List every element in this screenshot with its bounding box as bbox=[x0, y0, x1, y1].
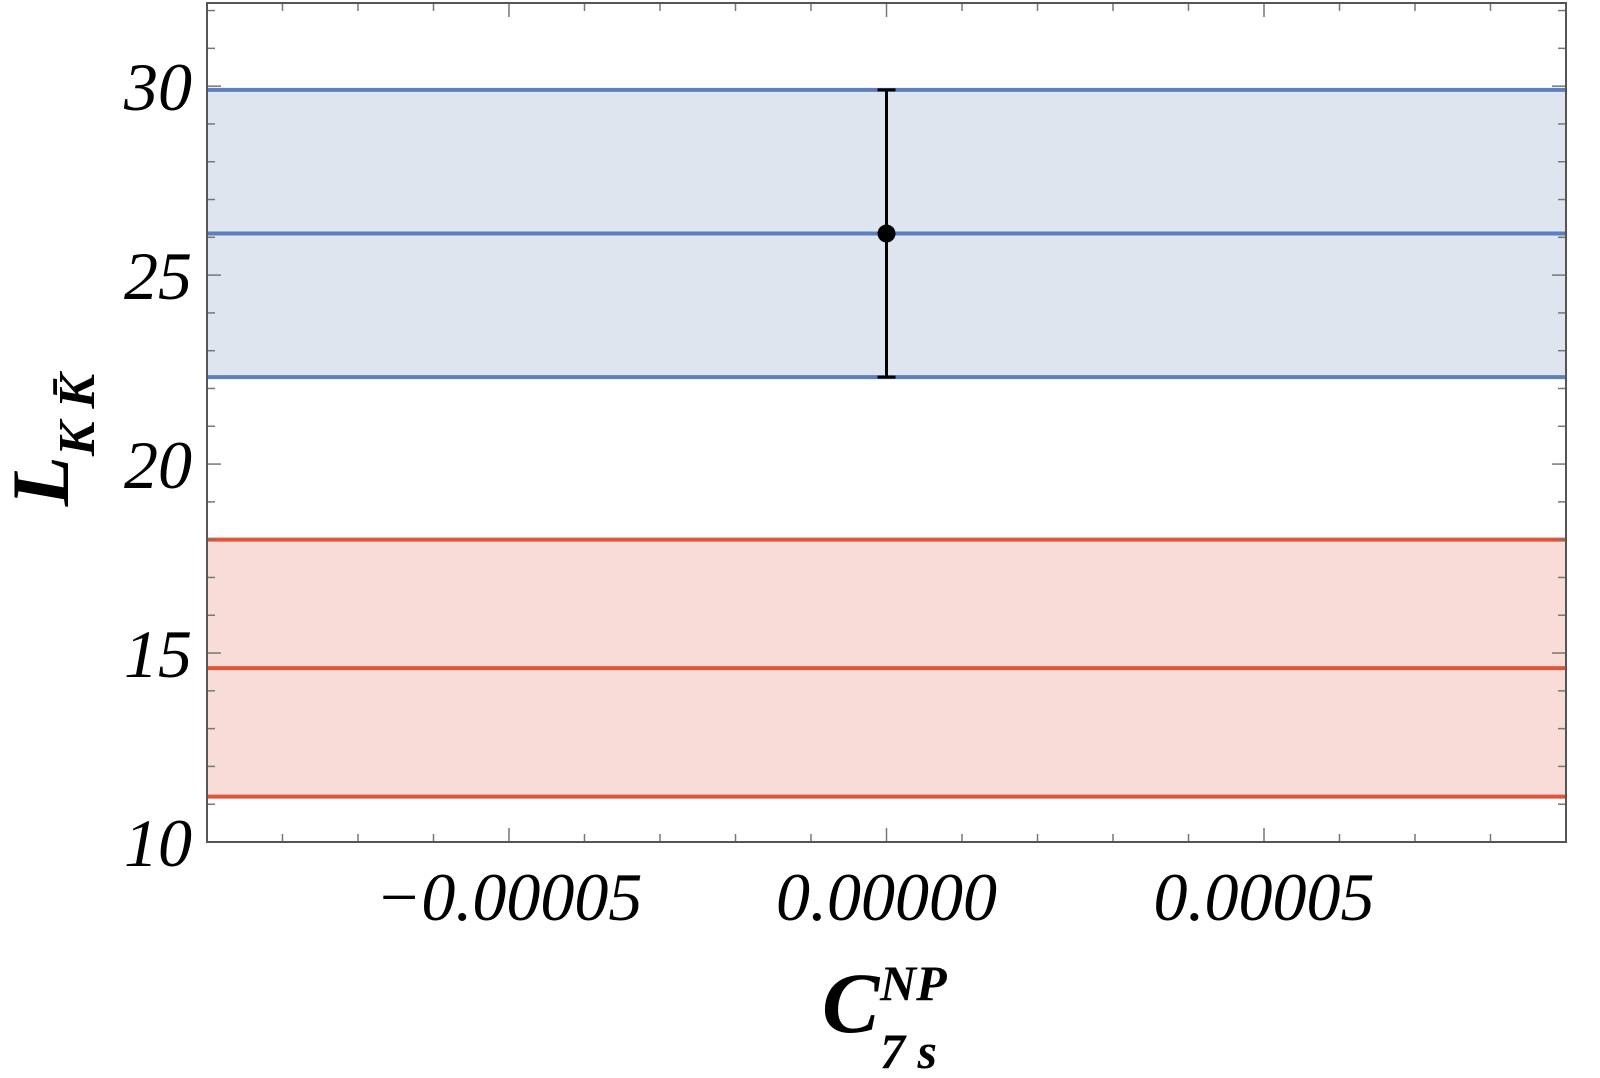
y-axis-title-subscript: K K̄ bbox=[49, 370, 106, 457]
y-tick-label: 10 bbox=[124, 805, 192, 881]
x-axis-title-superscript: NP bbox=[879, 955, 947, 1011]
y-axis-title-main: L bbox=[0, 456, 86, 507]
labels-layer: 10 15 20 25 30 −0.00005 0.00000 0.00005 bbox=[123, 49, 1375, 935]
x-tick-label: 0.00005 bbox=[1154, 859, 1375, 935]
x-tick-label: −0.00005 bbox=[376, 859, 643, 935]
points-layer bbox=[877, 88, 896, 379]
y-tick-label: 25 bbox=[124, 238, 192, 314]
y-tick-label: 30 bbox=[123, 49, 192, 125]
plot-frame bbox=[206, 2, 1567, 843]
y-tick-label: 20 bbox=[124, 427, 192, 503]
x-axis-title-main: C bbox=[822, 955, 881, 1051]
x-axis-title: C NP 7 s bbox=[822, 955, 947, 1078]
x-tick-label: 0.00000 bbox=[776, 859, 997, 935]
data-point-0 bbox=[877, 224, 896, 243]
y-axis-title: LK K̄ bbox=[0, 370, 106, 507]
x-axis-title-subscript: 7 s bbox=[880, 1023, 937, 1078]
ticks-layer bbox=[207, 3, 1566, 842]
y-tick-label: 15 bbox=[124, 616, 192, 692]
